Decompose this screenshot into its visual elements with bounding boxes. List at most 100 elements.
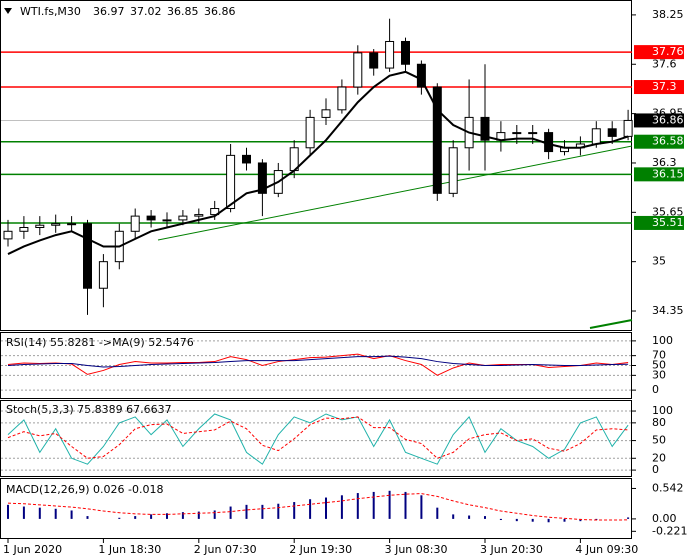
y-tick-label: 30 [652,368,666,381]
candle-body [98,261,108,289]
candle-body [401,40,410,65]
level-label-box [634,134,684,149]
histogram-bar [86,516,89,519]
header-low: 36.85 [167,5,199,18]
level-label: 36.58 [652,135,684,148]
trend-line [589,319,633,329]
histogram-bar [181,512,184,519]
histogram-bar [340,495,343,519]
candle-body [51,223,61,226]
candle-body [83,223,92,289]
histogram-bar [150,514,153,519]
candle-body [369,52,379,69]
y-tick-label: 0 [652,463,659,476]
level-label: 37.76 [652,45,684,58]
histogram-bar [404,491,407,519]
x-tick-label: 3 Jun 08:30 [385,543,448,556]
candle-body [528,132,538,135]
macd-title: MACD(12,26,9) 0.026 -0.018 [6,483,164,496]
level-label-box [634,167,684,182]
candle-body [130,215,140,232]
x-tick-label: 2 Jun 07:30 [194,543,257,556]
histogram-bar [563,518,566,522]
candle-body [591,128,601,145]
histogram-bar [484,516,486,519]
candle-body [242,154,251,164]
x-tick-label: 1 Jun 18:30 [98,543,161,556]
x-tick-label: 2 Jun 19:30 [289,543,352,556]
candle-body [162,219,172,222]
indicator-line [7,416,629,459]
histogram-bar [372,491,375,519]
histogram-bar [261,504,264,519]
histogram-bar [229,506,232,519]
histogram-bar [293,502,296,519]
candle-body [432,86,442,194]
signal-line [7,493,629,521]
candle-body [210,208,220,216]
x-tick-label: 3 Jun 20:30 [480,543,543,556]
candle-body [226,154,236,210]
macd-panel [0,478,632,539]
current-price-label: 36.86 [652,113,684,126]
header-high: 37.02 [130,5,162,18]
histogram-bar [499,518,502,521]
candle-body [607,128,617,137]
candle-body [416,63,426,88]
histogram-bar [452,514,455,519]
candle-body [67,223,77,226]
histogram-bar [531,518,534,522]
moving-average [7,70,629,255]
candle-body [35,224,45,229]
histogram-bar [468,515,471,519]
symbol-title: WTI.fs,M30 [20,5,81,18]
y-tick-label: 20 [652,451,666,464]
histogram-bar [515,518,518,522]
histogram-bar [197,511,200,519]
candle-body [3,230,13,240]
y-tick-label: 50 [652,434,666,447]
histogram-bar [579,518,582,522]
histogram-bar [245,504,248,519]
candle-body [337,86,347,111]
x-tick-label: 1 Jun 2020 [3,543,62,556]
y-tick-label: 37.6 [652,57,677,70]
histogram-bar [118,517,121,519]
y-tick-label: -0.221 [652,524,687,537]
histogram-bar [54,508,57,519]
rsi-title: RSI(14) 55.8281 ->MA(9) 52.5476 [6,336,194,349]
menu-arrow[interactable] [4,8,12,14]
histogram-bar [38,507,41,519]
level-label-box [634,80,684,95]
histogram-bar [627,517,630,519]
header-open: 36.97 [93,5,125,18]
candle-body [19,227,29,232]
y-tick-label: 70 [652,349,666,362]
rsi-panel [0,332,632,399]
candle-body [448,147,458,194]
candle-body [353,52,363,88]
histogram-bar [7,504,9,519]
candle-body [257,162,267,194]
histogram-bar [547,518,550,523]
y-tick-label: 100 [652,334,673,347]
y-tick-label: 0.542 [652,481,684,494]
y-tick-label: 34.35 [652,304,684,317]
y-tick-label: 50 [652,359,666,372]
main-panel [0,0,632,331]
histogram-bar [388,490,391,519]
y-tick-label: 35.65 [652,205,684,218]
histogram-bar [70,510,73,519]
histogram-bar [436,507,439,519]
histogram-bar [213,510,216,519]
y-tick-label: 100 [652,404,673,417]
y-tick-label: 0 [652,383,659,396]
trend-line [157,145,633,241]
candle-body [305,116,315,149]
candle-body [480,116,490,141]
current-price-box [634,113,684,128]
y-tick-label: 0.00 [652,512,677,525]
y-tick-label: 38.25 [652,8,684,21]
y-tick-label: 80 [652,416,666,429]
stoch-title: Stoch(5,3,3) 75.8389 67.6637 [6,403,172,416]
